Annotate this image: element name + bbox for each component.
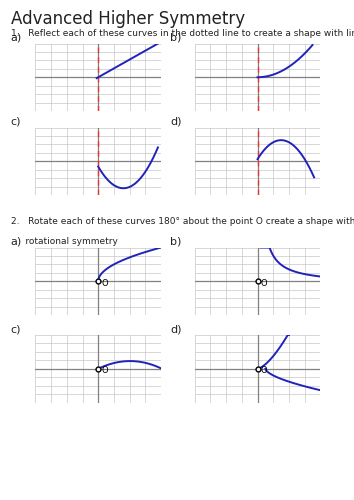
Text: 2.   Rotate each of these curves 180° about the point O create a shape with orde: 2. Rotate each of these curves 180° abou…	[11, 218, 354, 226]
Text: b): b)	[170, 236, 181, 246]
Text: c): c)	[11, 324, 21, 334]
Text: Advanced Higher Symmetry: Advanced Higher Symmetry	[11, 10, 245, 28]
Text: 1.   Reflect each of these curves in the dotted line to create a shape with line: 1. Reflect each of these curves in the d…	[11, 29, 354, 38]
Text: d): d)	[170, 116, 181, 126]
Text: a): a)	[11, 236, 22, 246]
Text: O: O	[101, 279, 108, 288]
Text: rotational symmetry: rotational symmetry	[11, 236, 118, 246]
Text: O: O	[261, 366, 267, 376]
Text: c): c)	[11, 116, 21, 126]
Text: b): b)	[170, 32, 181, 42]
Text: a): a)	[11, 32, 22, 42]
Text: d): d)	[170, 324, 181, 334]
Text: O: O	[101, 366, 108, 376]
Text: O: O	[261, 279, 267, 288]
